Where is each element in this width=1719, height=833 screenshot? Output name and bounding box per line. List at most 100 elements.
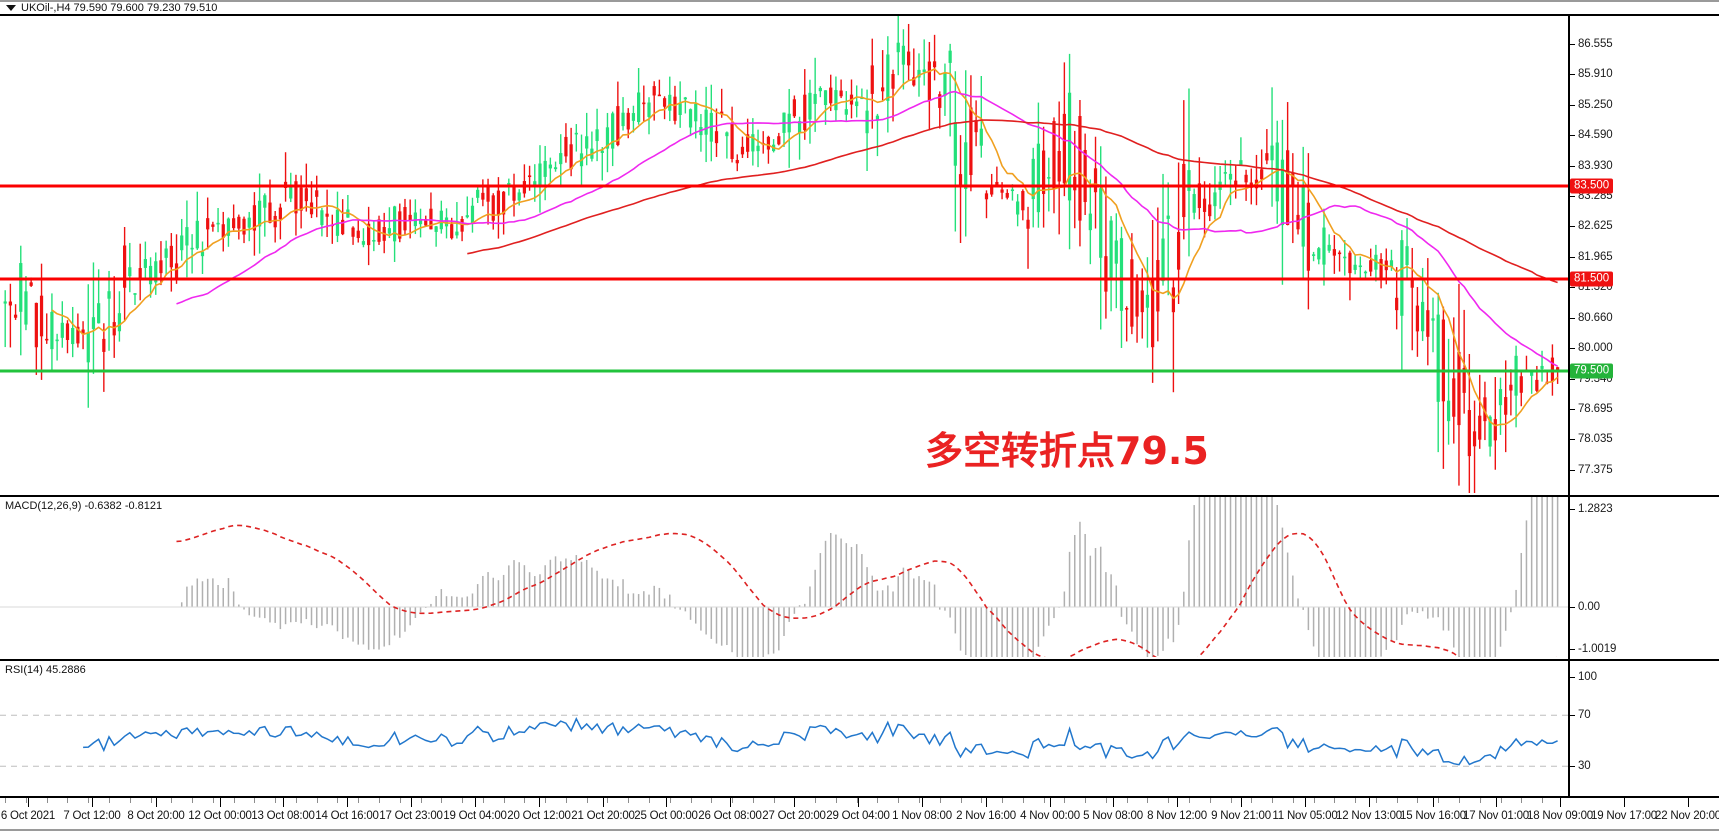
macd-label: MACD(12,26,9) -0.6382 -0.8121 [5, 500, 163, 512]
price-axis-tick-label: 80.660 [1578, 311, 1613, 324]
time-axis-label: 6 Oct 2021 [0, 810, 56, 822]
price-level-tag[interactable]: 81.500 [1570, 271, 1614, 287]
price-axis-tick-label: 85.910 [1578, 67, 1613, 80]
time-axis-tick [986, 798, 987, 807]
price-level-line[interactable] [0, 277, 1568, 281]
rsi-axis-tick-label: 70 [1578, 709, 1591, 722]
time-axis-tick [156, 798, 157, 807]
time-axis-label: 18 Nov 09:00 [1526, 810, 1594, 822]
macd-axis-tick-label: -1.0019 [1578, 643, 1617, 655]
macd-plot-area[interactable] [0, 497, 1568, 657]
macd-axis[interactable]: 1.2823 0.00 -1.0019 [1568, 497, 1719, 661]
time-axis-label: 12 Nov 13:00 [1335, 810, 1403, 822]
time-axis-label: 17 Oct 23:00 [379, 810, 443, 822]
time-axis-tick [28, 798, 29, 807]
rsi-axis[interactable]: 100 70 30 [1568, 661, 1719, 798]
time-axis-label: 26 Oct 08:00 [698, 810, 762, 822]
time-axis-tick [283, 798, 284, 807]
time-axis-tick [1688, 798, 1689, 807]
symbol-info-row: UKOil-,H4 79.590 79.600 79.230 79.510 [6, 2, 217, 14]
time-axis-tick [730, 798, 731, 807]
time-axis-label: 11 Nov 05:00 [1272, 810, 1338, 822]
time-axis-tick [1560, 798, 1561, 807]
price-axis-tick-label: 78.035 [1578, 433, 1613, 446]
time-axis-label: 5 Nov 08:00 [1083, 810, 1143, 822]
time-axis-tick [1241, 798, 1242, 807]
time-axis-label: 8 Nov 12:00 [1147, 810, 1207, 822]
time-axis-label: 13 Oct 08:00 [251, 810, 315, 822]
time-axis-tick [1496, 798, 1497, 807]
time-axis-label: 8 Oct 20:00 [127, 810, 185, 822]
rsi-label: RSI(14) 45.2886 [5, 664, 86, 676]
time-axis-label: 14 Oct 16:00 [315, 810, 379, 822]
price-axis-tick-label: 77.375 [1578, 464, 1613, 476]
moving-average-line [176, 90, 1558, 367]
rsi-svg [0, 714, 1568, 767]
bottom-rule [0, 829, 1719, 831]
price-axis-tick-label: 78.695 [1578, 402, 1613, 415]
time-axis-label: 21 Oct 20:00 [571, 810, 635, 822]
price-plot-area[interactable]: 多空转折点79.5 [0, 16, 1568, 493]
time-axis-label: 2 Nov 16:00 [956, 810, 1016, 822]
time-axis-label: 9 Nov 21:00 [1211, 810, 1271, 822]
time-axis-label: 22 Nov 20:00 [1654, 810, 1719, 822]
time-axis-tick [92, 798, 93, 807]
rsi-axis-spine [1568, 661, 1570, 798]
top-rule [0, 0, 1719, 2]
time-axis-tick [666, 798, 667, 807]
rsi-pane[interactable]: RSI(14) 45.2886 100 70 30 [0, 659, 1719, 798]
price-level-line[interactable] [0, 369, 1568, 373]
macd-axis-tick-label: 0.00 [1578, 601, 1600, 613]
time-axis-tick [1050, 798, 1051, 807]
time-axis[interactable]: 6 Oct 2021 7 Oct 12:00 8 Oct 20:00 12 Oct 0… [0, 796, 1719, 833]
time-axis-label: 15 Nov 16:00 [1399, 810, 1467, 822]
price-axis-tick-label: 86.555 [1578, 38, 1613, 50]
price-svg [3, 16, 1560, 493]
time-axis-label: 19 Nov 17:00 [1590, 810, 1658, 822]
time-axis-tick [1305, 798, 1306, 807]
macd-pane[interactable]: MACD(12,26,9) -0.6382 -0.8121 1.2823 0.00… [0, 495, 1719, 661]
time-axis-tick [347, 798, 348, 807]
rsi-axis-tick-label: 100 [1578, 671, 1597, 683]
time-axis-tick [220, 798, 221, 807]
time-axis-label: 20 Oct 12:00 [507, 810, 571, 822]
macd-axis-tick-label: 1.2823 [1578, 503, 1613, 515]
time-axis-tick [922, 798, 923, 807]
time-axis-label: 29 Oct 04:00 [826, 810, 890, 822]
price-axis-tick-label: 85.250 [1578, 98, 1613, 111]
macd-histogram [180, 497, 1559, 657]
price-axis-tick-label: 82.625 [1578, 220, 1613, 233]
time-axis-tick [475, 798, 476, 807]
rsi-line [83, 717, 1558, 766]
time-axis-tick [1433, 798, 1434, 807]
time-axis-tick [1177, 798, 1178, 807]
time-axis-label: 12 Oct 00:00 [188, 810, 252, 822]
rsi-axis-tick-label: 30 [1578, 760, 1591, 773]
price-level-line[interactable] [0, 184, 1568, 188]
window-topbar: UKOil-,H4 79.590 79.600 79.230 79.510 [0, 0, 1719, 16]
time-axis-label: 19 Oct 04:00 [443, 810, 507, 822]
price-axis[interactable]: 86.555 85.910 85.250 84.590 83.930 83.285 82.6… [1568, 16, 1719, 497]
time-axis-label: 1 Nov 08:00 [892, 810, 952, 822]
rsi-plot-area[interactable] [0, 661, 1568, 794]
moving-average-line [467, 119, 1558, 284]
macd-signal-line [176, 524, 1559, 657]
candles-down [8, 23, 1560, 493]
price-pane[interactable]: 多空转折点79.5 86.555 85.910 85.250 84.590 83.930… [0, 14, 1719, 497]
triangle-down-icon[interactable] [6, 5, 16, 11]
time-axis-tick [1369, 798, 1370, 807]
symbol-ohlc-text: UKOil-,H4 79.590 79.600 79.230 79.510 [21, 2, 218, 14]
time-axis-tick [794, 798, 795, 807]
time-axis-tick [1624, 798, 1625, 807]
time-axis-label: 25 Oct 00:00 [634, 810, 698, 822]
price-axis-tick-label: 80.000 [1578, 342, 1613, 355]
time-axis-label: 17 Nov 01:00 [1462, 810, 1530, 822]
price-axis-tick-label: 83.930 [1578, 159, 1613, 172]
price-axis-tick-label: 84.590 [1578, 129, 1613, 142]
price-level-tag[interactable]: 83.500 [1570, 178, 1614, 194]
time-axis-tick [603, 798, 604, 807]
chart-annotation-text: 多空转折点79.5 [925, 429, 1209, 473]
price-axis-tick-label: 81.965 [1578, 251, 1613, 263]
price-level-tag[interactable]: 79.500 [1570, 363, 1614, 379]
